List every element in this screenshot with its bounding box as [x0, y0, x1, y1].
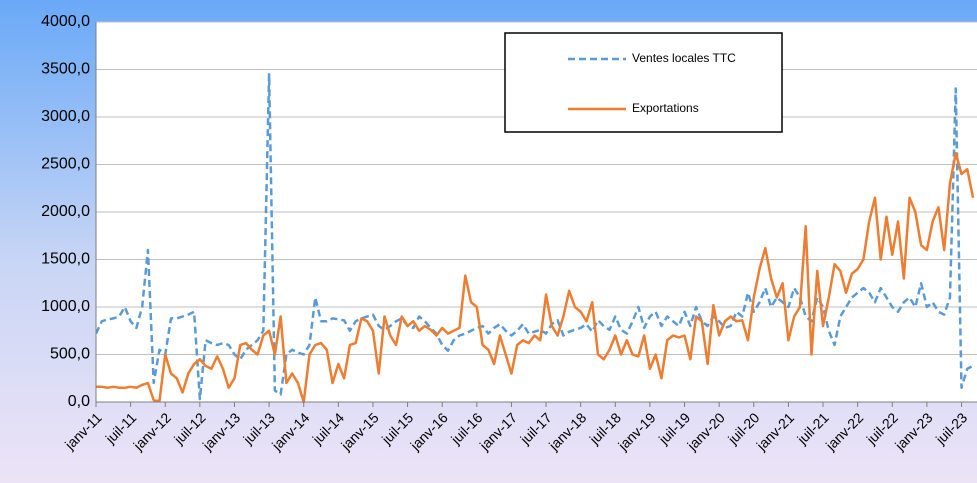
y-tick-label: 2000,0 [41, 203, 90, 220]
y-tick-label: 4000,0 [41, 13, 90, 30]
legend-box [504, 32, 783, 133]
series-line [96, 151, 975, 404]
y-tick-label: 0,0 [68, 393, 90, 410]
series-line [96, 73, 974, 401]
y-tick-label: 1500,0 [41, 251, 90, 268]
y-tick-label: 500,0 [50, 346, 90, 363]
y-tick-label: 3000,0 [41, 108, 90, 125]
legend-label: Exportations [632, 101, 699, 115]
legend: Ventes locales TTC Exportations [504, 32, 783, 133]
y-tick-label: 3500,0 [41, 61, 90, 78]
y-tick-label: 1000,0 [41, 298, 90, 315]
y-tick-label: 2500,0 [41, 156, 90, 173]
legend-label: Ventes locales TTC [632, 51, 736, 65]
